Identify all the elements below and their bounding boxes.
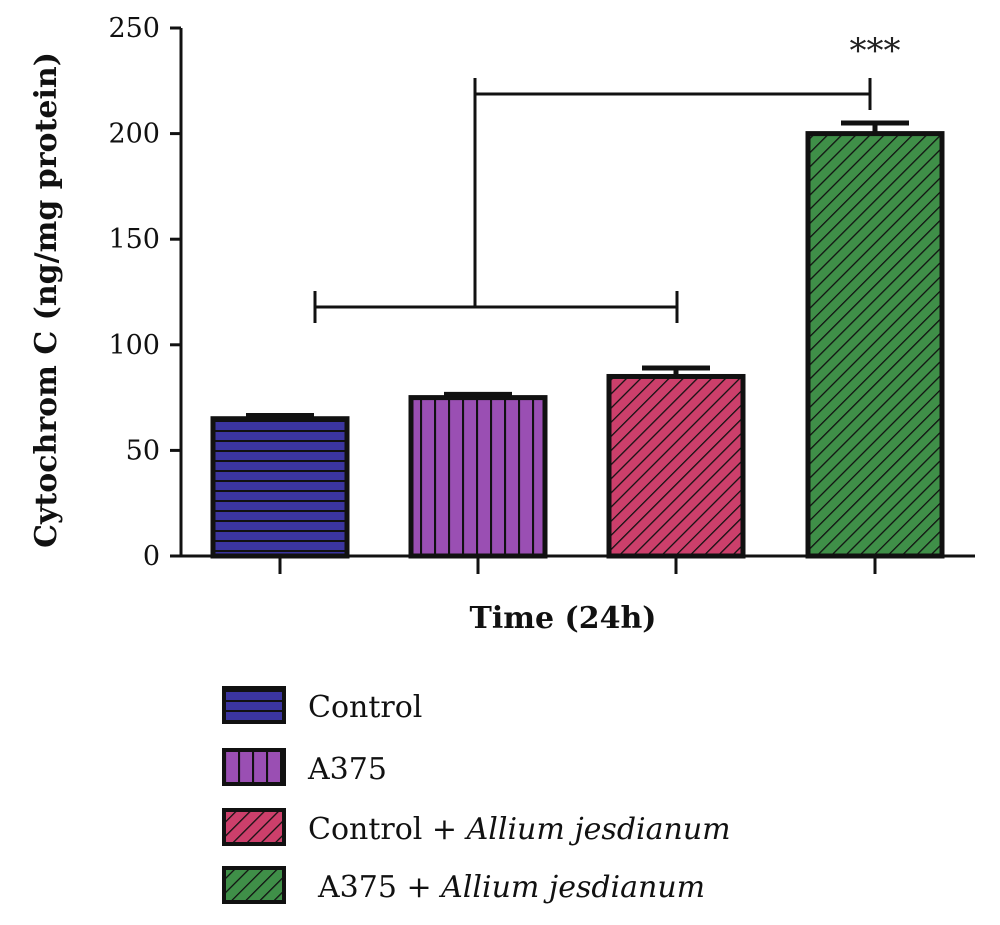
legend-label-plain: Control + [308,812,467,847]
bar-1 [210,416,350,559]
y-tick-label: 150 [108,224,160,255]
legend-label-italic: Allium jesdianum [438,870,705,905]
bar-4 [805,131,945,559]
legend-swatch-4 [222,866,286,904]
y-tick-label: 50 [126,435,160,466]
y-tick-label: 250 [108,13,160,44]
y-tick-label: 0 [143,541,160,572]
legend-label-1: Control [308,690,422,725]
legend-label-plain: A375 [307,752,387,787]
bar-3 [606,373,746,559]
x-axis-title: Time (24h) [470,601,657,636]
legend-swatch-2 [222,748,286,786]
bars [210,131,945,559]
legend-label-4: A375 + Allium jesdianum [317,870,705,905]
legend-swatch-3 [222,808,286,846]
legend-label-2: A375 [307,752,387,787]
legend-label-italic: Allium jesdianum [464,812,731,847]
legend-label-3: Control + Allium jesdianum [308,812,731,847]
legend-swatch-1 [222,686,286,724]
error-bars [246,120,909,419]
y-tick-label: 200 [108,119,160,150]
y-tick-label: 100 [108,330,160,361]
legend-label-plain: A375 + [317,870,441,905]
significance-bracket [313,78,872,323]
significance-label: *** [850,31,901,71]
legend-label-plain: Control [308,690,422,725]
x-ticks [278,556,877,574]
bar-2 [408,395,548,559]
y-ticks: 0 50 100 150 200 250 [108,13,181,572]
y-axis-title: Cytochrom C (ng/mg protein) [29,52,64,548]
